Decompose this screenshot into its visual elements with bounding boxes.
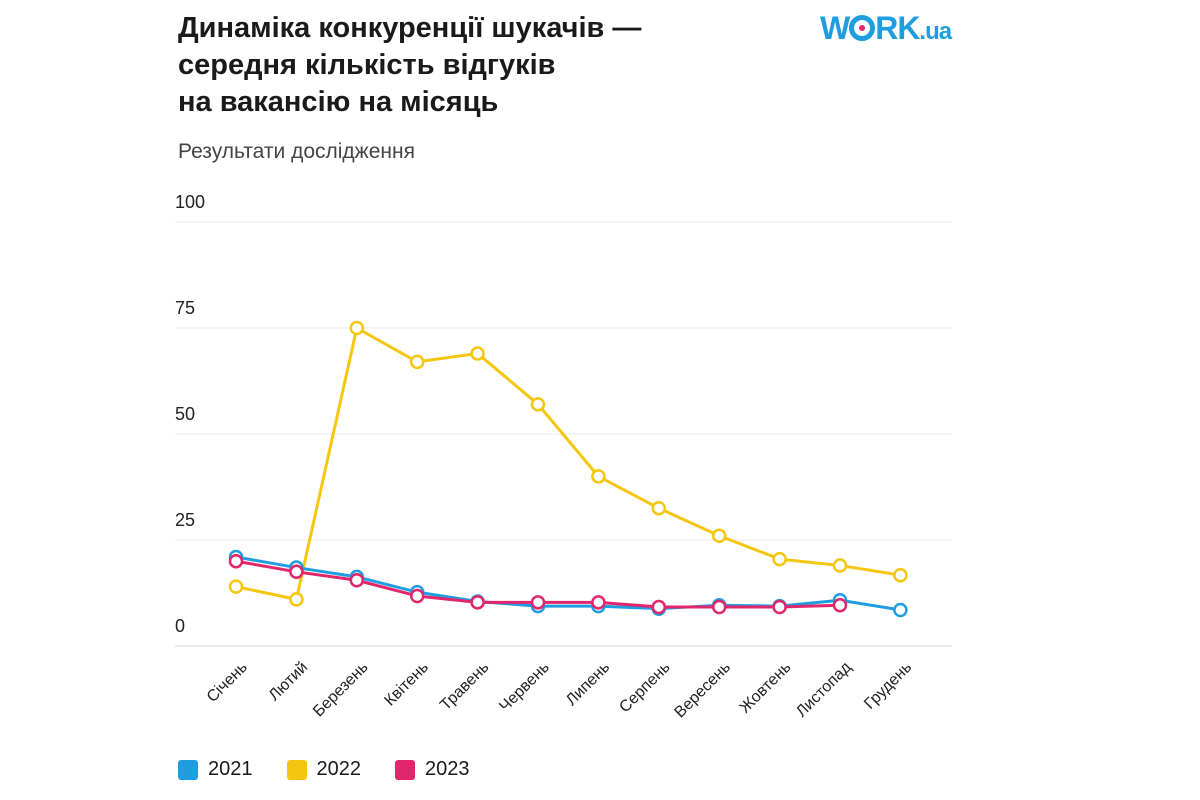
legend-label: 2022	[316, 758, 362, 780]
data-point-2023	[409, 588, 425, 604]
x-tick-label: Травень	[437, 659, 492, 714]
data-point-2022	[651, 500, 667, 516]
y-tick-label: 25	[175, 510, 195, 530]
x-tick-label: Червень	[496, 659, 552, 715]
chart-subtitle: Результати дослідження	[178, 140, 415, 163]
data-point-2023	[651, 599, 667, 615]
legend-item-2023: 2023	[395, 758, 470, 781]
title-line: на вакансію на місяць	[178, 86, 499, 118]
data-point-2022	[530, 397, 546, 412]
series-line-2022	[235, 326, 901, 601]
x-tick-label: Вересень	[671, 659, 734, 722]
x-tick-label: Листопад	[793, 658, 855, 720]
data-point-2022	[772, 551, 787, 567]
logo-target-icon	[849, 15, 876, 41]
legend-item-2022: 2022	[286, 758, 362, 781]
work-ua-logo: W RK.ua	[820, 10, 952, 46]
data-point-2021	[893, 602, 908, 618]
data-point-2022	[409, 354, 425, 370]
series-line-2021	[235, 555, 901, 612]
data-point-2022	[470, 346, 485, 361]
title-line: середня кількість відгуків	[178, 49, 556, 81]
data-point-2022	[893, 567, 908, 583]
data-point-2022	[832, 558, 848, 573]
data-point-2022	[289, 592, 304, 607]
data-point-2023	[591, 595, 606, 610]
y-tick-label: 100	[175, 192, 205, 212]
x-tick-label: Жовтень	[737, 659, 795, 717]
title-line: Динаміка конкуренції шукачів —	[178, 12, 642, 44]
x-tick-label: Січень	[204, 659, 251, 706]
y-tick-label: 0	[175, 616, 185, 636]
data-point-2022	[228, 579, 244, 594]
data-point-2023	[228, 553, 244, 569]
x-tick-label: Лютий	[266, 659, 312, 705]
chart-title: Динаміка конкуренції шукачів — середня к…	[178, 10, 798, 121]
data-point-2023	[349, 573, 365, 588]
x-tick-label: Липень	[563, 659, 613, 709]
y-tick-label: 50	[175, 404, 195, 424]
data-point-2023	[289, 564, 304, 580]
legend-label: 2021	[208, 758, 253, 780]
data-point-2023	[772, 599, 787, 615]
legend-item-2021: 2021	[178, 758, 253, 781]
y-tick-label: 75	[175, 298, 195, 318]
legend: 2021 2022 2023	[178, 758, 470, 781]
data-point-2022	[349, 320, 365, 336]
data-point-2022	[711, 528, 727, 544]
x-tick-label: Березень	[310, 659, 372, 721]
legend-label: 2023	[425, 758, 470, 780]
data-point-2023	[530, 595, 546, 610]
legend-swatch	[286, 759, 307, 780]
x-tick-label: Серпень	[616, 659, 673, 716]
data-point-2023	[832, 598, 848, 613]
legend-swatch	[178, 759, 198, 780]
data-point-2023	[711, 599, 727, 615]
x-tick-label: Квітень	[381, 659, 432, 710]
data-point-2023	[470, 595, 485, 610]
data-point-2022	[591, 469, 606, 484]
legend-swatch	[395, 759, 415, 780]
x-tick-label: Грудень	[861, 659, 915, 713]
